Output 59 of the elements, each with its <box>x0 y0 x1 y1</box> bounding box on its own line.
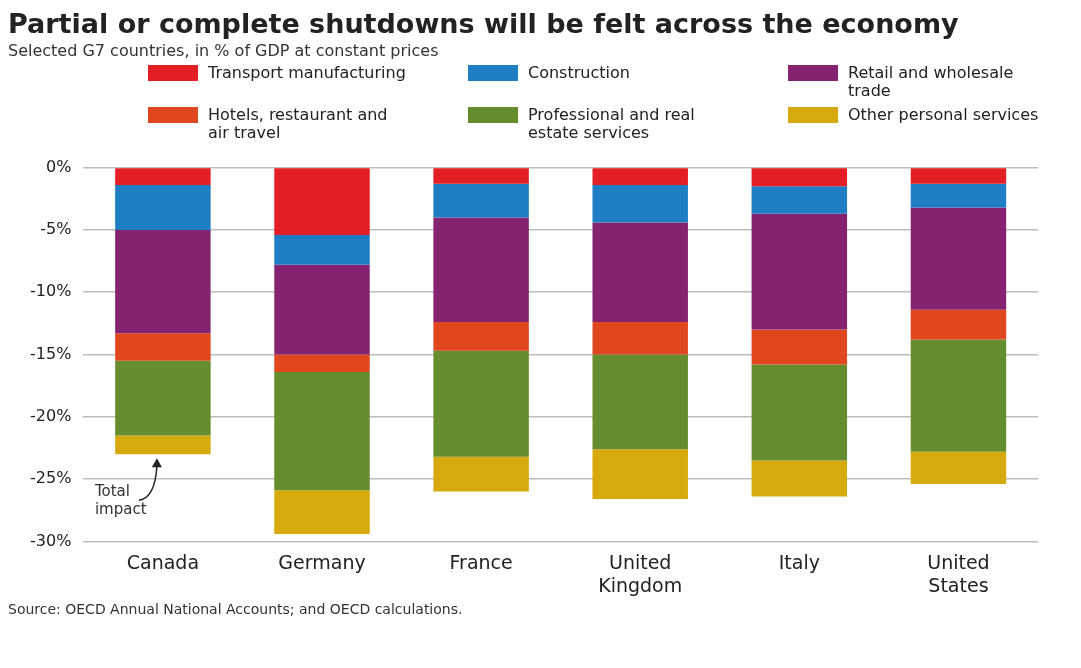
annotation: Total impact <box>93 481 147 518</box>
y-tick-label: -10% <box>29 281 72 301</box>
bar <box>592 449 688 500</box>
bar <box>433 456 529 492</box>
legend-label: Hotels, restaurant and air travel <box>208 105 389 142</box>
bar <box>592 322 688 355</box>
x-tick-label: Germany <box>278 550 366 573</box>
bar <box>910 168 1007 184</box>
y-tick-label: -5% <box>40 219 72 239</box>
bar <box>751 364 848 461</box>
bar <box>751 460 848 497</box>
bar <box>115 333 211 361</box>
bar <box>433 350 529 457</box>
bar <box>910 207 1007 310</box>
bar <box>115 229 211 334</box>
legend-label: Professional and real estate services <box>528 105 696 142</box>
x-tick-label: United States <box>927 550 990 596</box>
bar <box>910 451 1007 485</box>
chart-title: Partial or complete shutdowns will be felt across the economy <box>8 8 960 39</box>
bar <box>910 339 1007 452</box>
bar <box>751 186 848 214</box>
bar <box>433 217 529 323</box>
x-tick-label: Italy <box>778 550 820 573</box>
bar <box>274 264 370 355</box>
bar <box>115 185 211 230</box>
source-note: Source: OECD Annual National Accounts; and OECD calculations. <box>8 601 464 617</box>
bar <box>433 322 529 351</box>
bar <box>274 168 370 235</box>
bar <box>592 168 688 186</box>
bar <box>115 360 211 436</box>
x-tick-label: United Kingdom <box>598 550 683 596</box>
y-tick-label: -15% <box>29 343 72 363</box>
x-tick-label: France <box>449 550 513 573</box>
y-tick-label: -25% <box>29 468 72 488</box>
bar <box>115 168 211 186</box>
legend-label: Other personal services <box>848 105 1040 124</box>
bar <box>433 183 529 218</box>
bar <box>274 354 370 372</box>
legend-label: Transport manufacturing <box>208 63 407 82</box>
bar <box>751 168 848 187</box>
legend-label: Retail and wholesale trade <box>848 63 1015 100</box>
bar <box>274 234 370 265</box>
bar <box>592 354 688 450</box>
legend-label: Construction <box>528 63 631 82</box>
bar <box>433 168 529 184</box>
bar <box>274 490 370 534</box>
bar <box>115 435 211 455</box>
y-tick-label: 0% <box>45 156 72 176</box>
y-tick-label: -30% <box>29 530 72 550</box>
y-tick-label: -20% <box>29 405 72 425</box>
chart-subtitle: Selected G7 countries, in % of GDP at constant prices <box>8 41 440 60</box>
bar <box>910 309 1007 340</box>
bar <box>592 185 688 223</box>
bar <box>274 371 370 491</box>
bar <box>751 213 848 330</box>
bar <box>592 222 688 323</box>
bar <box>751 329 848 365</box>
x-tick-label: Canada <box>126 550 200 573</box>
bar <box>910 183 1007 208</box>
